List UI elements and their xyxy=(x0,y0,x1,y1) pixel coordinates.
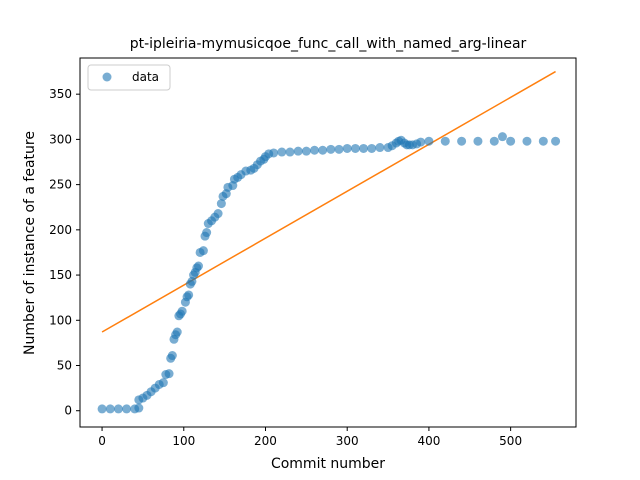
legend-box xyxy=(87,64,171,91)
data-point xyxy=(184,290,194,300)
data-point xyxy=(122,404,132,414)
data-point xyxy=(506,136,516,146)
data-point xyxy=(342,143,352,153)
data-point xyxy=(367,143,377,153)
data-point xyxy=(134,403,144,413)
x-tick-label: 500 xyxy=(499,434,522,448)
data-point xyxy=(522,136,532,146)
legend-label-data: data xyxy=(132,70,159,84)
x-tick-label: 0 xyxy=(98,434,106,448)
data-point xyxy=(350,143,360,153)
data-point xyxy=(177,306,187,316)
data-point xyxy=(269,148,279,158)
y-axis-label: Number of instance of a feature xyxy=(22,131,38,355)
data-point xyxy=(293,146,303,156)
data-point xyxy=(457,136,467,146)
data-point xyxy=(440,136,450,146)
x-tick-label: 400 xyxy=(417,434,440,448)
x-tick-label: 300 xyxy=(336,434,359,448)
linear-fit-line xyxy=(101,70,556,333)
data-point xyxy=(158,378,168,388)
data-point xyxy=(97,404,107,414)
data-point xyxy=(113,404,123,414)
y-tick-label: 50 xyxy=(57,359,72,373)
data-point xyxy=(473,136,483,146)
x-tick-label: 100 xyxy=(172,434,195,448)
y-tick-label: 300 xyxy=(49,132,72,146)
plot-area xyxy=(97,70,561,414)
data-points-layer xyxy=(97,132,561,414)
data-point xyxy=(202,228,212,238)
y-axis-ticks: 0 50 100 150 200 250 300 350 xyxy=(49,87,80,418)
data-point xyxy=(193,261,203,271)
data-point xyxy=(301,146,311,156)
data-point xyxy=(318,145,328,155)
y-tick-label: 250 xyxy=(49,178,72,192)
data-point xyxy=(285,147,295,157)
data-point xyxy=(277,147,287,157)
y-tick-label: 350 xyxy=(49,87,72,101)
legend: data xyxy=(87,64,171,91)
data-point xyxy=(213,209,223,219)
data-point xyxy=(416,137,426,147)
data-point xyxy=(216,199,226,209)
data-point xyxy=(172,327,182,337)
data-point xyxy=(424,136,434,146)
data-point xyxy=(334,144,344,154)
data-point xyxy=(489,136,499,146)
y-tick-label: 0 xyxy=(64,404,72,418)
y-tick-label: 150 xyxy=(49,268,72,282)
data-point xyxy=(164,369,174,379)
y-tick-label: 200 xyxy=(49,223,72,237)
data-point xyxy=(375,143,385,153)
data-point xyxy=(538,136,548,146)
axes-frame xyxy=(79,57,577,428)
x-axis-label: Commit number xyxy=(271,456,385,472)
x-axis-ticks: 0 100 200 300 400 500 xyxy=(98,427,522,448)
data-point xyxy=(497,132,507,142)
data-point xyxy=(198,246,208,256)
data-point xyxy=(167,351,177,361)
y-tick-label: 100 xyxy=(49,313,72,327)
data-point xyxy=(326,144,336,154)
data-point xyxy=(105,404,115,414)
fit-line-layer xyxy=(101,70,556,333)
chart-title: pt-ipleiria-mymusicqoe_func_call_with_na… xyxy=(130,36,527,52)
data-point xyxy=(310,145,320,155)
data-point xyxy=(359,143,369,153)
x-tick-label: 200 xyxy=(254,434,277,448)
data-point xyxy=(551,136,561,146)
legend-marker xyxy=(102,72,112,82)
